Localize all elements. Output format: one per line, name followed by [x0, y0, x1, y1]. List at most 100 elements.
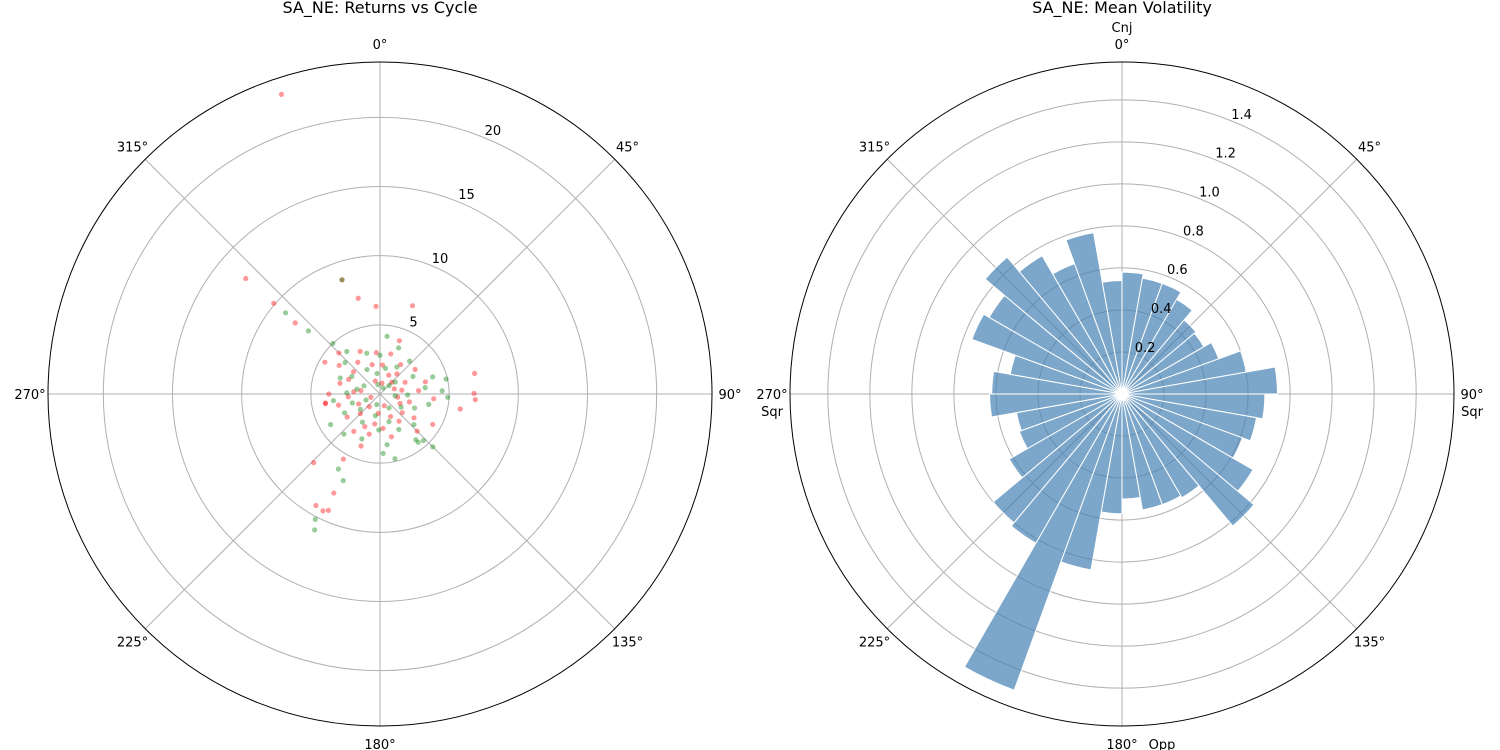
scatter-point: [330, 397, 337, 404]
scatter-point: [355, 295, 361, 301]
scatter-point: [379, 362, 386, 368]
scatter-point: [351, 389, 357, 395]
volatility-bar: [1121, 393, 1255, 527]
scatter-point: [372, 421, 378, 427]
polar-frame: [789, 61, 1455, 727]
r-tick-label: 20: [485, 124, 502, 139]
scatter-point: [335, 466, 342, 472]
scatter-point: [391, 386, 397, 392]
scatter-point: [278, 91, 285, 97]
scatter-point: [337, 375, 343, 381]
scatter-point: [472, 370, 478, 376]
scatter-point: [363, 397, 369, 403]
scatter-point: [457, 406, 463, 412]
theta-tick-label: 0°: [1115, 38, 1130, 53]
theta-tick-label: 90°: [1460, 388, 1483, 403]
scatter-point: [330, 340, 336, 347]
scatter-point: [271, 300, 277, 306]
scatter-point: [376, 427, 382, 433]
volatility-bar: [963, 393, 1123, 691]
scatter-point: [325, 507, 332, 513]
aspect-label: Opp: [1149, 738, 1176, 750]
scatter-point: [337, 380, 343, 386]
scatter-point: [384, 442, 390, 448]
scatter-point: [374, 401, 380, 408]
scatter-point: [377, 352, 383, 358]
scatter-point: [312, 527, 318, 533]
scatter-point: [350, 369, 357, 375]
scatter-point: [439, 388, 445, 394]
scatter-point: [380, 450, 386, 457]
scatter-point: [305, 328, 312, 334]
scatter-point: [349, 400, 355, 406]
scatter-point: [394, 371, 400, 377]
scatter-point: [326, 391, 332, 397]
volatility-bar: [1018, 393, 1123, 450]
theta-gridline: [379, 158, 616, 395]
scatter-point: [311, 460, 317, 466]
scatter-point: [340, 456, 346, 462]
scatter-point: [422, 379, 429, 385]
aspect-label: Cnj: [1112, 21, 1133, 36]
scatter-point: [413, 437, 419, 443]
scatter-point: [362, 423, 368, 430]
scatter-point: [339, 277, 345, 283]
scatter-point: [368, 394, 374, 400]
r-tick-label: 15: [458, 188, 475, 203]
volatility-bar: [1121, 393, 1200, 499]
volatility-bar: [1121, 393, 1258, 442]
scatter-point: [335, 402, 342, 408]
scatter-point: [426, 401, 432, 407]
scatter-point: [341, 431, 347, 437]
volatility-bar: [1121, 393, 1163, 511]
volatility-bar: [1101, 280, 1123, 395]
scatter-point: [395, 394, 401, 400]
scatter-point: [322, 400, 328, 406]
volatility-bar: [989, 393, 1123, 418]
scatter-point: [366, 404, 372, 410]
scatter-point: [405, 392, 411, 398]
aspect-label: Sqr: [761, 405, 784, 420]
r-tick-label: 0.4: [1151, 302, 1172, 317]
scatter-point: [372, 413, 378, 419]
scatter-point: [336, 350, 342, 356]
r-tick-label: 10: [432, 252, 449, 267]
r-tick-label: 1.2: [1215, 147, 1236, 162]
r-tick-label: 1.4: [1231, 108, 1252, 123]
scatter-point: [381, 403, 387, 409]
scatter-point: [356, 401, 362, 407]
volatility-bar: [984, 256, 1123, 395]
scatter-point: [388, 351, 394, 357]
scatter-point: [387, 413, 394, 420]
scatter-point: [359, 419, 366, 425]
scatter-point: [366, 431, 372, 437]
scatter-point: [380, 425, 386, 432]
theta-gridline: [144, 158, 381, 395]
scatter-point: [411, 415, 417, 421]
theta-tick-label: 135°: [612, 635, 643, 650]
scatter-point: [384, 333, 390, 339]
scatter-point: [341, 410, 348, 416]
scatter-point: [398, 404, 404, 410]
scatter-point: [349, 373, 355, 380]
scatter-point: [373, 303, 379, 309]
volatility-bar: [1018, 255, 1123, 395]
scatter-point: [398, 361, 404, 368]
scatter-point: [375, 410, 381, 416]
scatter-point: [399, 410, 405, 416]
theta-tick-label: 225°: [859, 635, 890, 650]
volatility-bar: [1121, 282, 1182, 395]
scatter-point: [336, 362, 342, 369]
theta-tick-label: 90°: [718, 388, 741, 403]
scatter-point: [354, 386, 360, 392]
r-tick-label: 5: [409, 316, 417, 331]
scatter-point: [351, 428, 357, 434]
scatter-point: [389, 379, 395, 385]
scatter-point: [445, 394, 451, 400]
scatter-point: [415, 439, 421, 445]
scatter-point: [342, 359, 348, 366]
scatter-point: [379, 380, 385, 386]
scatter-point: [411, 421, 417, 428]
theta-tick-label: 135°: [1354, 635, 1385, 650]
scatter-point: [394, 364, 400, 370]
